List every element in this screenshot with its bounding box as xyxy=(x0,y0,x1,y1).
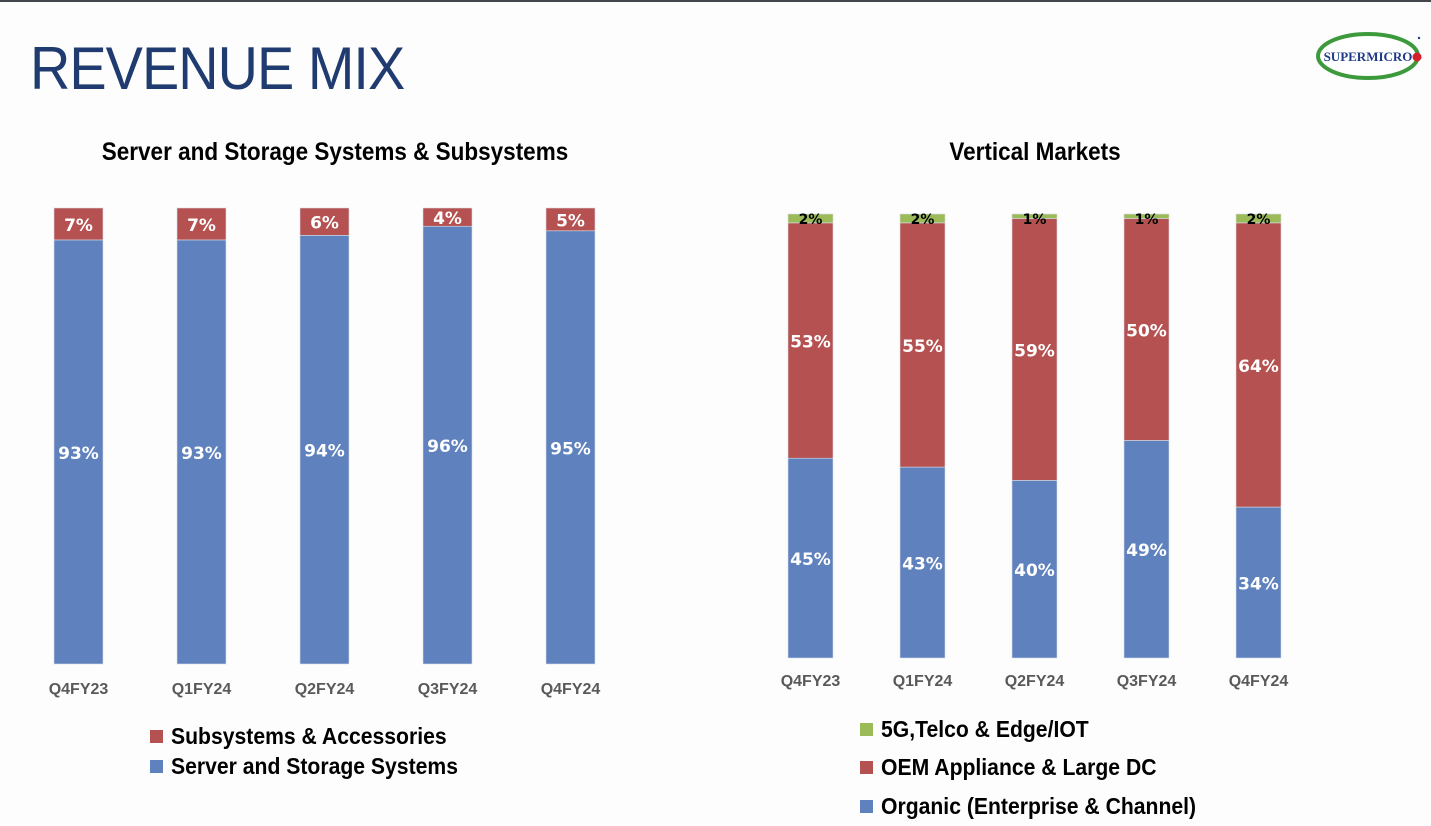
x-tick-label: Q3FY24 xyxy=(1117,673,1177,690)
legend-swatch-red xyxy=(150,729,163,743)
data-label: 96% xyxy=(427,437,468,457)
bar-segment-red xyxy=(545,207,596,232)
logo-text: SUPERMICRO xyxy=(1324,49,1413,64)
bar-segment-blue xyxy=(176,239,227,665)
bar-segment-red xyxy=(53,207,104,241)
bar-segment-blue xyxy=(422,225,473,665)
data-label: 2% xyxy=(911,212,935,228)
bar-segment-green xyxy=(899,213,946,224)
legend-item-server-storage: Server and Storage Systems xyxy=(150,751,483,781)
bar-segment-green xyxy=(1123,213,1170,219)
data-label: 95% xyxy=(550,439,591,459)
bar-segment-green xyxy=(1011,213,1058,219)
data-label: 93% xyxy=(58,444,99,464)
data-label: 43% xyxy=(902,555,943,575)
bar-segment-blue xyxy=(787,457,834,659)
bar-segment-red xyxy=(787,222,834,459)
top-border xyxy=(0,0,1431,2)
data-label: 5% xyxy=(556,211,585,231)
data-label: 55% xyxy=(902,337,943,357)
bar-segment-green xyxy=(1235,213,1282,224)
data-label: 1% xyxy=(1135,212,1159,228)
data-label: 2% xyxy=(799,212,823,228)
data-label: 2% xyxy=(1247,212,1271,228)
bar-segment-red xyxy=(1011,218,1058,481)
data-label: 1% xyxy=(1023,212,1047,228)
data-label: 7% xyxy=(64,216,93,236)
legend-item-5g-telco: 5G,Telco & Edge/IOT xyxy=(860,710,1224,749)
chart-title-server-storage: Server and Storage Systems & Subsystems xyxy=(101,138,569,166)
legend-swatch-red xyxy=(860,761,873,775)
legend-label: 5G,Telco & Edge/IOT xyxy=(881,715,1089,742)
bar-segment-red xyxy=(176,207,227,241)
legend-swatch-blue xyxy=(150,759,163,773)
legend-label: Subsystems & Accessories xyxy=(171,722,447,749)
logo-dot-icon xyxy=(1412,52,1422,62)
data-label: 4% xyxy=(433,209,462,229)
page-title: REVENUE MIX xyxy=(30,35,405,102)
bar-segment-blue xyxy=(53,239,104,665)
legend-item-oem: OEM Appliance & Large DC xyxy=(860,749,1224,788)
legend-swatch-blue xyxy=(860,799,873,813)
bar-segment-blue xyxy=(1123,440,1170,659)
legend-item-organic: Organic (Enterprise & Channel) xyxy=(860,787,1224,826)
bar-segment-green xyxy=(787,213,834,224)
data-label: 40% xyxy=(1014,561,1055,581)
bar-segment-blue xyxy=(1011,480,1058,659)
x-tick-label: Q4FY24 xyxy=(541,681,601,698)
bar-segment-red xyxy=(422,207,473,227)
data-label: 59% xyxy=(1014,341,1055,361)
data-label: 93% xyxy=(181,444,222,464)
bar-segment-blue xyxy=(299,235,350,665)
data-label: 45% xyxy=(790,550,831,570)
bar-segment-red xyxy=(1123,218,1170,441)
supermicro-logo: SUPERMICRO xyxy=(1316,32,1422,80)
x-tick-label: Q2FY24 xyxy=(295,681,355,698)
x-tick-label: Q4FY24 xyxy=(1229,673,1289,690)
data-label: 53% xyxy=(790,333,831,353)
bar-segment-red xyxy=(299,207,350,236)
x-tick-label: Q1FY24 xyxy=(893,673,953,690)
legend-item-subsystems: Subsystems & Accessories xyxy=(150,721,483,751)
data-label: 64% xyxy=(1238,357,1279,377)
legend-vertical-markets: 5G,Telco & Edge/IOT OEM Appliance & Larg… xyxy=(860,710,1224,826)
legend-swatch-green xyxy=(860,722,873,736)
legend-label: Server and Storage Systems xyxy=(171,752,458,779)
data-label: 34% xyxy=(1238,575,1279,595)
data-label: 94% xyxy=(304,442,345,462)
legend-label: OEM Appliance & Large DC xyxy=(881,754,1157,781)
x-tick-label: Q4FY23 xyxy=(49,681,109,698)
logo-registered-icon xyxy=(1417,36,1421,40)
data-label: 7% xyxy=(187,216,216,236)
x-tick-label: Q4FY23 xyxy=(781,673,841,690)
chart-title-vertical-markets: Vertical Markets xyxy=(949,138,1121,166)
x-tick-label: Q1FY24 xyxy=(172,681,232,698)
data-label: 49% xyxy=(1126,541,1167,561)
data-label: 50% xyxy=(1126,321,1167,341)
x-tick-label: Q2FY24 xyxy=(1005,673,1065,690)
chart-vertical-markets: 45% 53% 2% Q4FY23 43% 55% 2% Q1FY24 40% 59% 1% Q2FY… xyxy=(781,212,1289,690)
legend-server-storage: Subsystems & Accessories Server and Stor… xyxy=(150,721,483,781)
bar-segment-red xyxy=(899,222,946,468)
chart-server-storage: 93% 7% Q4FY23 93% 7% Q1FY24 94% 6% Q2FY24 96% 4% Q3… xyxy=(49,207,601,698)
x-tick-label: Q3FY24 xyxy=(418,681,478,698)
bar-segment-blue xyxy=(899,466,946,659)
data-label: 6% xyxy=(310,214,339,234)
bar-segment-blue xyxy=(1235,506,1282,659)
legend-label: Organic (Enterprise & Channel) xyxy=(881,792,1197,819)
